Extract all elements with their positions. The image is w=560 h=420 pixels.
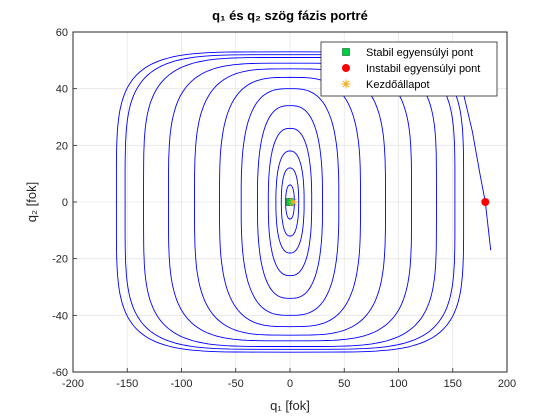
x-tick-label: 200	[498, 378, 516, 390]
marker-asterisk	[288, 197, 298, 207]
x-tick-label: -150	[116, 378, 138, 390]
x-tick-label: 150	[444, 378, 462, 390]
legend-marker-circle	[342, 64, 350, 72]
legend-marker-asterisk	[341, 79, 351, 89]
trajectory-cycle	[267, 127, 313, 277]
y-tick-label: 0	[62, 197, 68, 209]
x-tick-label: -100	[170, 378, 192, 390]
y-tick-label: -40	[52, 310, 68, 322]
x-tick-label: 100	[389, 378, 407, 390]
marker-series	[286, 197, 490, 207]
trajectory-cycle	[285, 184, 295, 220]
trajectory-cycle	[280, 167, 300, 237]
y-tick-label: -60	[52, 367, 68, 379]
legend-entry-label: Kezdőállapot	[366, 79, 430, 91]
x-tick-label: 50	[338, 378, 350, 390]
y-axis-ticks: -60 -40 -20 0 20 40 60	[52, 27, 77, 379]
chart-title: q₁ és q₂ szög fázis portré	[212, 8, 368, 23]
legend-marker-square	[342, 48, 350, 56]
legend-entry-label: Instabil egyensúlyi pont	[366, 63, 480, 75]
y-axis-label: q₂ [fok]	[24, 182, 39, 222]
x-tick-label: 0	[287, 378, 293, 390]
y-tick-label: 40	[56, 84, 68, 96]
legend-box	[320, 41, 498, 97]
legend-entry-label: Stabil egyensúlyi pont	[366, 47, 473, 59]
x-axis-label: q₁ [fok]	[270, 398, 310, 413]
trajectory-cycle	[275, 150, 305, 254]
legend: Stabil egyensúlyi pont Instabil egyensúly…	[320, 41, 498, 97]
x-tick-label: -50	[228, 378, 244, 390]
y-tick-label: 20	[56, 140, 68, 152]
y-tick-label: -20	[52, 254, 68, 266]
x-axis-ticks: -200 -150 -100 -50 0 50 100 150 200	[62, 368, 516, 390]
trajectory-tail	[463, 94, 492, 251]
x-tick-label: -200	[62, 378, 84, 390]
trajectory-cycle	[240, 88, 340, 316]
y-tick-label: 60	[56, 27, 68, 39]
trajectory-cycle	[256, 105, 323, 299]
marker-circle	[481, 198, 490, 206]
